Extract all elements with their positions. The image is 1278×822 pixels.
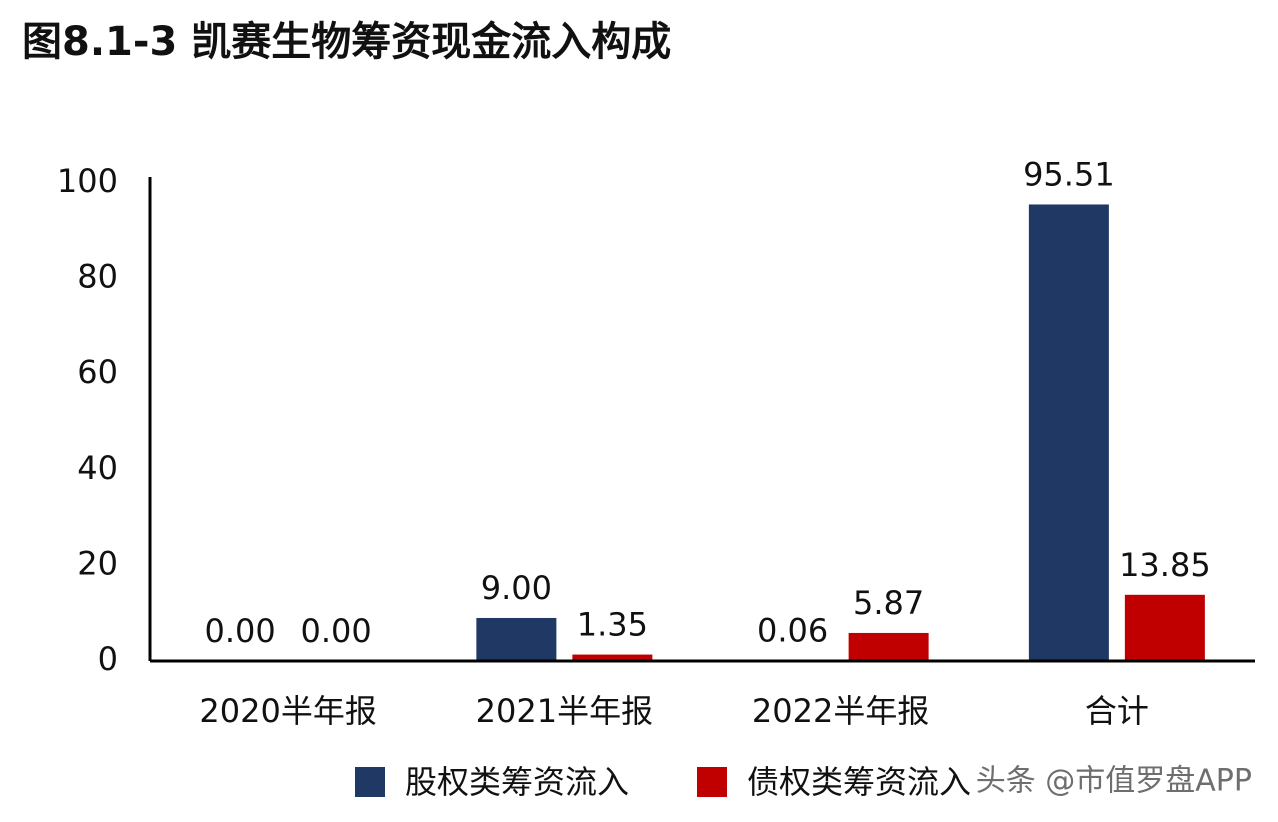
- x-tick-label: 2020半年报: [199, 692, 376, 730]
- chart-title: 图8.1-3 凯赛生物筹资现金流入构成: [22, 19, 671, 65]
- value-label: 9.00: [481, 569, 552, 607]
- legend-label: 股权类筹资流入: [405, 763, 629, 801]
- legend-swatch: [355, 767, 385, 797]
- y-tick-label: 40: [77, 449, 118, 487]
- legend-label: 债权类筹资流入: [747, 763, 971, 801]
- bar: [1124, 594, 1205, 661]
- x-tick-label: 2021半年报: [476, 692, 653, 730]
- y-tick-label: 0: [98, 640, 118, 678]
- watermark: 头条 @市值罗盘APP: [976, 764, 1252, 799]
- value-label: 13.85: [1119, 546, 1211, 584]
- value-label: 0.06: [757, 612, 828, 650]
- y-tick-label: 80: [77, 258, 118, 296]
- bar: [572, 654, 653, 661]
- y-tick-label: 60: [77, 353, 118, 391]
- x-tick-label: 2022半年报: [752, 692, 929, 730]
- x-tick-label: 合计: [1085, 692, 1149, 730]
- value-label: 1.35: [577, 606, 648, 644]
- value-label: 0.00: [301, 612, 372, 650]
- value-label: 0.00: [205, 612, 276, 650]
- bar: [1028, 204, 1109, 661]
- y-tick-label: 100: [57, 162, 118, 200]
- legend-swatch: [697, 767, 727, 797]
- value-label: 5.87: [853, 584, 924, 622]
- value-label: 95.51: [1023, 155, 1115, 193]
- y-tick-label: 20: [77, 544, 118, 582]
- bar: [848, 632, 929, 661]
- bar: [476, 617, 557, 661]
